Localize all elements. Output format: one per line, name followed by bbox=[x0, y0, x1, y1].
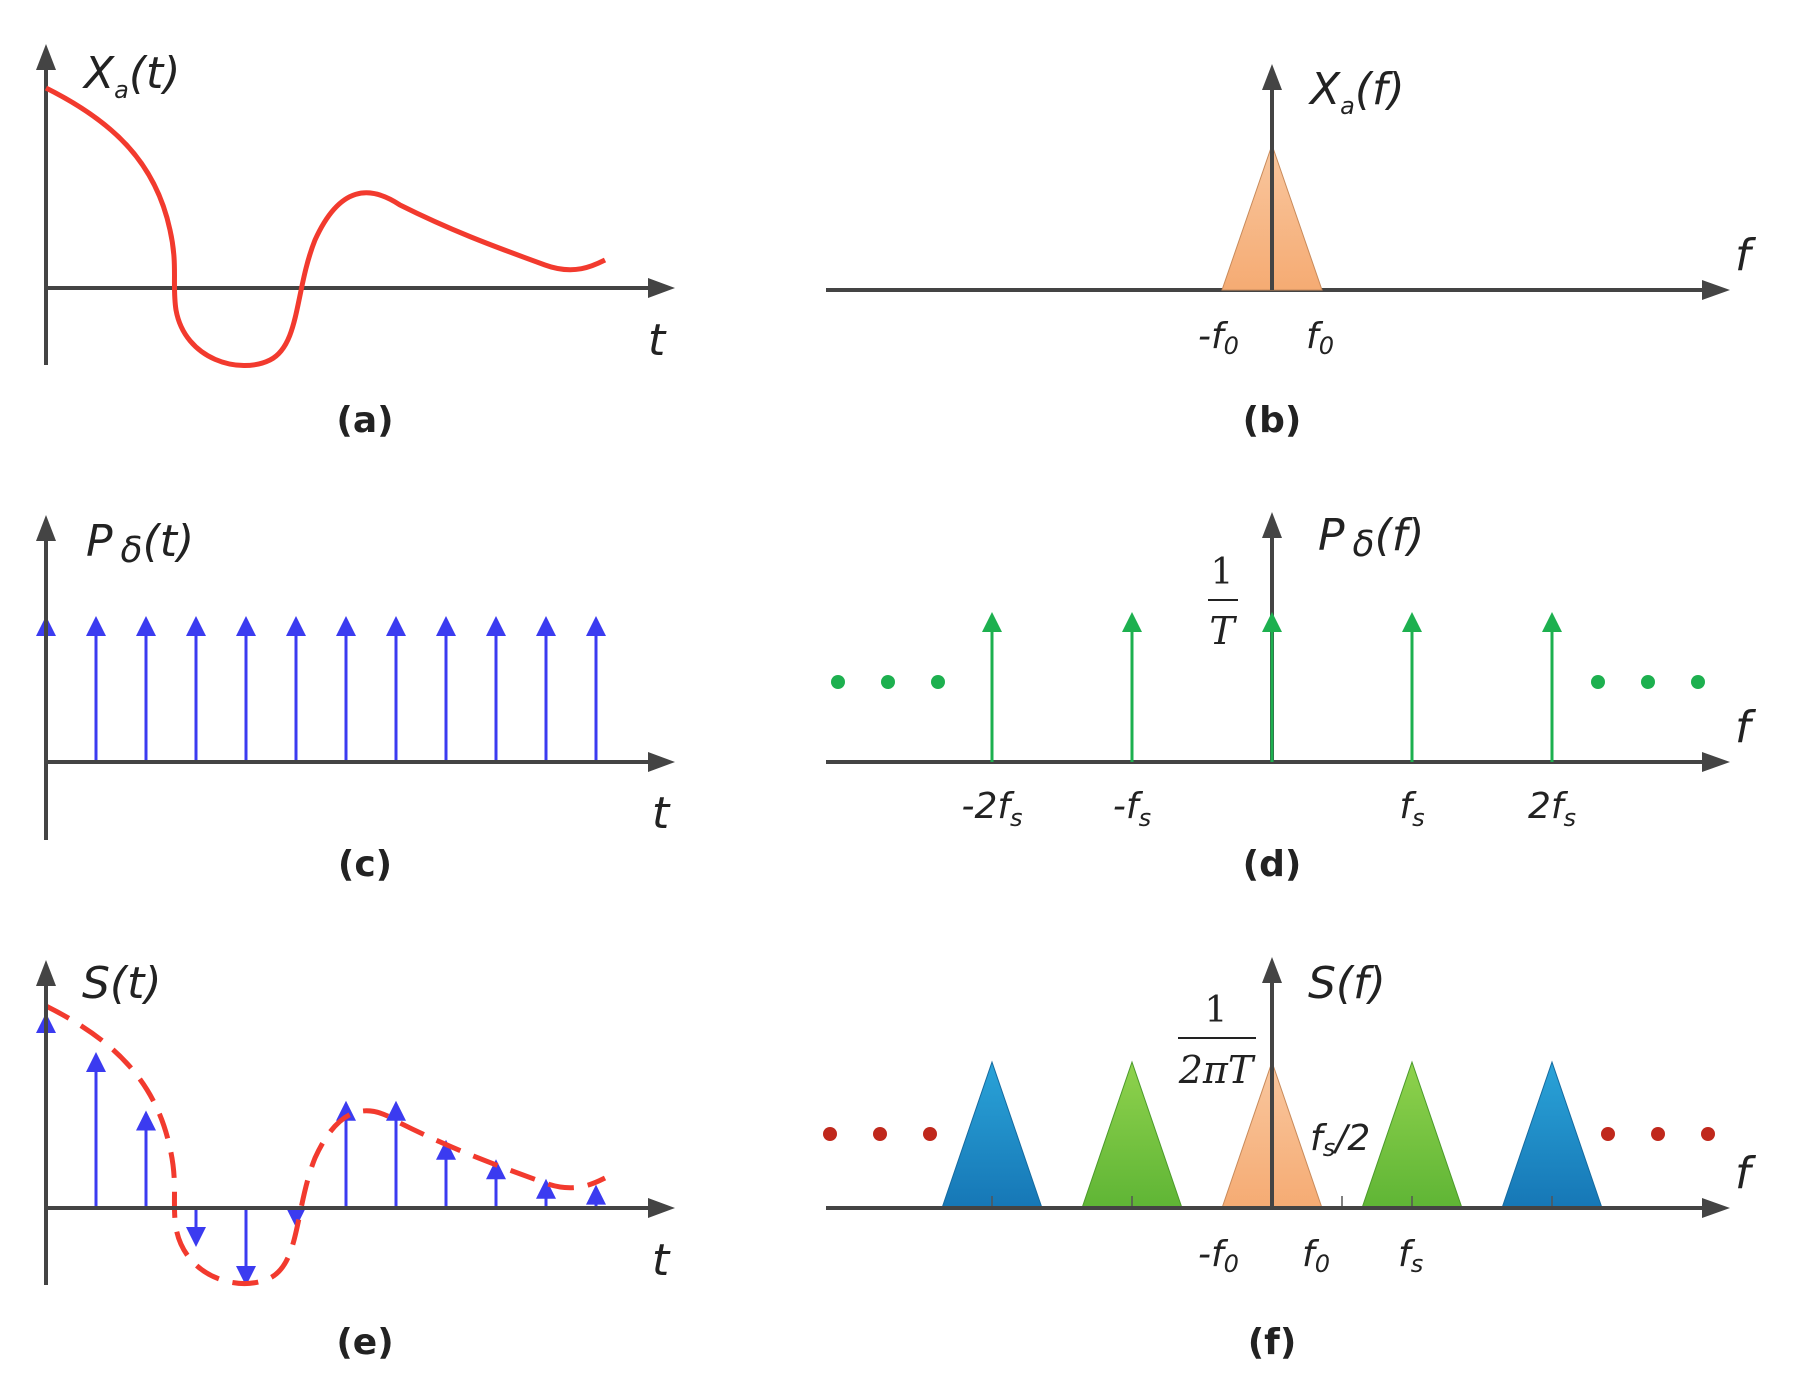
panel-d-impulse-k0 bbox=[1262, 612, 1282, 762]
panel-e-x-label: t bbox=[652, 1235, 671, 1286]
panel-e-x-arrow-icon bbox=[648, 1198, 675, 1218]
panel-c-impulse-3 bbox=[186, 616, 206, 762]
panel-a-caption: (a) bbox=[336, 400, 393, 441]
svg-text:T: T bbox=[1209, 609, 1237, 653]
panel-c-impulse-10 bbox=[536, 616, 556, 762]
panel-e-sample-4 bbox=[236, 1208, 256, 1286]
panel-c-impulse-6 bbox=[336, 616, 356, 762]
panel-f-tick-neg-f0: -f0 bbox=[1198, 1234, 1239, 1278]
panel-b-tick-neg-f0: -f0 bbox=[1198, 316, 1239, 360]
panel-f-triangle-2fs bbox=[1501, 1060, 1603, 1209]
panel-f-triangle-neg-fs bbox=[1081, 1060, 1183, 1209]
panel-d-y-arrow-icon bbox=[1262, 512, 1282, 538]
panel-b-x-label: f bbox=[1735, 230, 1757, 281]
panel-c-x-label: t bbox=[652, 788, 671, 839]
panel-f-tick-fs: fs bbox=[1398, 1234, 1423, 1278]
panel-b-tick-f0: f0 bbox=[1306, 316, 1334, 360]
panel-c-impulse-11 bbox=[586, 616, 606, 762]
panel-b-caption: (b) bbox=[1243, 400, 1302, 441]
panel-c-impulse-4 bbox=[236, 616, 256, 762]
panel-a-x-label: t bbox=[648, 315, 667, 366]
panel-b-y-label: Xa(f) bbox=[1308, 64, 1405, 120]
panel-e-caption: (e) bbox=[336, 1322, 393, 1363]
panel-e-sample-3 bbox=[186, 1208, 206, 1247]
panel-d-tick-neg-2fs: -2fs bbox=[961, 786, 1022, 832]
panel-d-left-ellipsis bbox=[831, 675, 945, 689]
panel-a-y-label: Xa(t) bbox=[82, 48, 180, 104]
panel-d-impulse-k1 bbox=[1402, 612, 1422, 762]
panel-d-tick-fs: fs bbox=[1399, 786, 1424, 832]
svg-text:1: 1 bbox=[1211, 552, 1234, 593]
panel-e-sample-1 bbox=[86, 1052, 106, 1208]
panel-c-impulse-9 bbox=[486, 616, 506, 762]
panel-f-x-arrow-icon bbox=[1702, 1198, 1730, 1218]
panel-c-impulse-7 bbox=[386, 616, 406, 762]
panel-c-impulse-train bbox=[36, 616, 606, 762]
panel-f-left-ellipsis bbox=[823, 1127, 937, 1141]
panel-c-x-arrow-icon bbox=[648, 752, 675, 772]
panel-a-y-arrow-icon bbox=[36, 44, 56, 70]
panel-d-tick-2fs: 2fs bbox=[1528, 786, 1576, 832]
panel-d-impulse-train bbox=[982, 612, 1562, 762]
panel-c-caption: (c) bbox=[338, 844, 392, 885]
panel-f-y-arrow-icon bbox=[1262, 957, 1282, 983]
panel-d-caption: (d) bbox=[1243, 844, 1302, 885]
panel-e: S(t) t (e) bbox=[36, 958, 675, 1363]
panel-d-amplitude-fraction: 1 T bbox=[1208, 552, 1238, 653]
panel-e-envelope-curve bbox=[44, 1003, 607, 1287]
panel-e-y-label: S(t) bbox=[82, 958, 162, 1009]
panel-a-signal-curve bbox=[44, 85, 607, 369]
panel-f: 1 2πT fs/2 S(f) f -f0 f0 fs (f) bbox=[823, 957, 1757, 1363]
panel-b-x-arrow-icon bbox=[1702, 280, 1730, 300]
panel-b-y-arrow-icon bbox=[1262, 64, 1282, 90]
panel-d-impulse-k2 bbox=[1542, 612, 1562, 762]
panel-f-half-fs-label: fs/2 bbox=[1310, 1118, 1370, 1162]
panel-f-y-label: S(f) bbox=[1308, 958, 1386, 1009]
panel-d-x-arrow-icon bbox=[1702, 752, 1730, 772]
panel-c-impulse-8 bbox=[436, 616, 456, 762]
panel-f-triangle-fs bbox=[1361, 1060, 1463, 1209]
panel-e-sample-2 bbox=[136, 1110, 156, 1208]
panel-c-impulse-5 bbox=[286, 616, 306, 762]
panel-f-tick-f0: f0 bbox=[1302, 1234, 1330, 1278]
panel-a: Xa(t) t (a) bbox=[36, 44, 675, 441]
panel-a-x-arrow-icon bbox=[648, 278, 675, 298]
panel-d-tick-neg-fs: -fs bbox=[1113, 786, 1151, 832]
panel-d-x-label: f bbox=[1735, 702, 1757, 753]
panel-e-y-arrow-icon bbox=[36, 960, 56, 986]
panel-e-sample-7 bbox=[386, 1100, 406, 1208]
panel-f-x-label: f bbox=[1735, 1148, 1757, 1199]
panel-f-caption: (f) bbox=[1248, 1322, 1297, 1363]
panel-c-impulse-2 bbox=[136, 616, 156, 762]
svg-text:1: 1 bbox=[1205, 990, 1228, 1031]
svg-text:2πT: 2πT bbox=[1178, 1048, 1256, 1092]
panel-f-triangle-neg-2fs bbox=[941, 1060, 1043, 1209]
panel-d-right-ellipsis bbox=[1591, 675, 1705, 689]
panel-c-y-arrow-icon bbox=[36, 515, 56, 541]
panel-e-sample-11 bbox=[586, 1184, 606, 1208]
panel-e-sample-8 bbox=[436, 1139, 456, 1208]
panel-b: Xa(f) f -f0 f0 (b) bbox=[826, 64, 1757, 441]
panel-d-impulse-kneg1 bbox=[1122, 612, 1142, 762]
panel-f-amplitude-fraction: 1 2πT bbox=[1178, 990, 1256, 1092]
panel-e-sample-9 bbox=[486, 1159, 506, 1208]
panel-e-sample-6 bbox=[336, 1100, 356, 1208]
panel-f-right-ellipsis bbox=[1601, 1127, 1715, 1141]
panel-c-impulse-1 bbox=[86, 616, 106, 762]
panel-d-impulse-kneg2 bbox=[982, 612, 1002, 762]
